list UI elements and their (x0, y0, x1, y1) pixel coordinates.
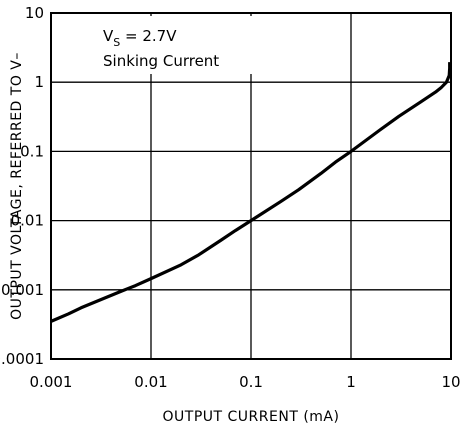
annotation-line2: Sinking Current (103, 52, 219, 70)
y-tick-label: 1 (34, 73, 44, 91)
x-tick-label: 0.001 (30, 373, 73, 391)
y-tick-label: 0.1 (20, 142, 44, 160)
x-tick-label: 10 (441, 373, 460, 391)
y-tick-label: 0.01 (11, 212, 44, 230)
y-tick-label: 10 (25, 4, 44, 22)
x-tick-label: 0.01 (134, 373, 167, 391)
y-axis-ticks: 10 1 0.1 0.01 0.001 0.0001 (0, 4, 44, 368)
x-axis-ticks: 0.001 0.01 0.1 1 10 (30, 373, 461, 391)
plot-frame (50, 12, 452, 360)
x-tick-label: 1 (346, 373, 356, 391)
annotation-box: VS = 2.7V Sinking Current (96, 16, 266, 74)
x-axis-label: OUTPUT CURRENT (mA) (163, 409, 340, 425)
y-tick-label: 0.0001 (0, 350, 44, 368)
series-line (50, 62, 452, 323)
x-tick-label: 0.1 (239, 373, 263, 391)
annotation-line1: VS = 2.7V (103, 27, 177, 49)
y-tick-label: 0.001 (1, 281, 44, 299)
y-axis-label: OUTPUT VOLTAGE, REFERRED TO V– (9, 52, 25, 320)
